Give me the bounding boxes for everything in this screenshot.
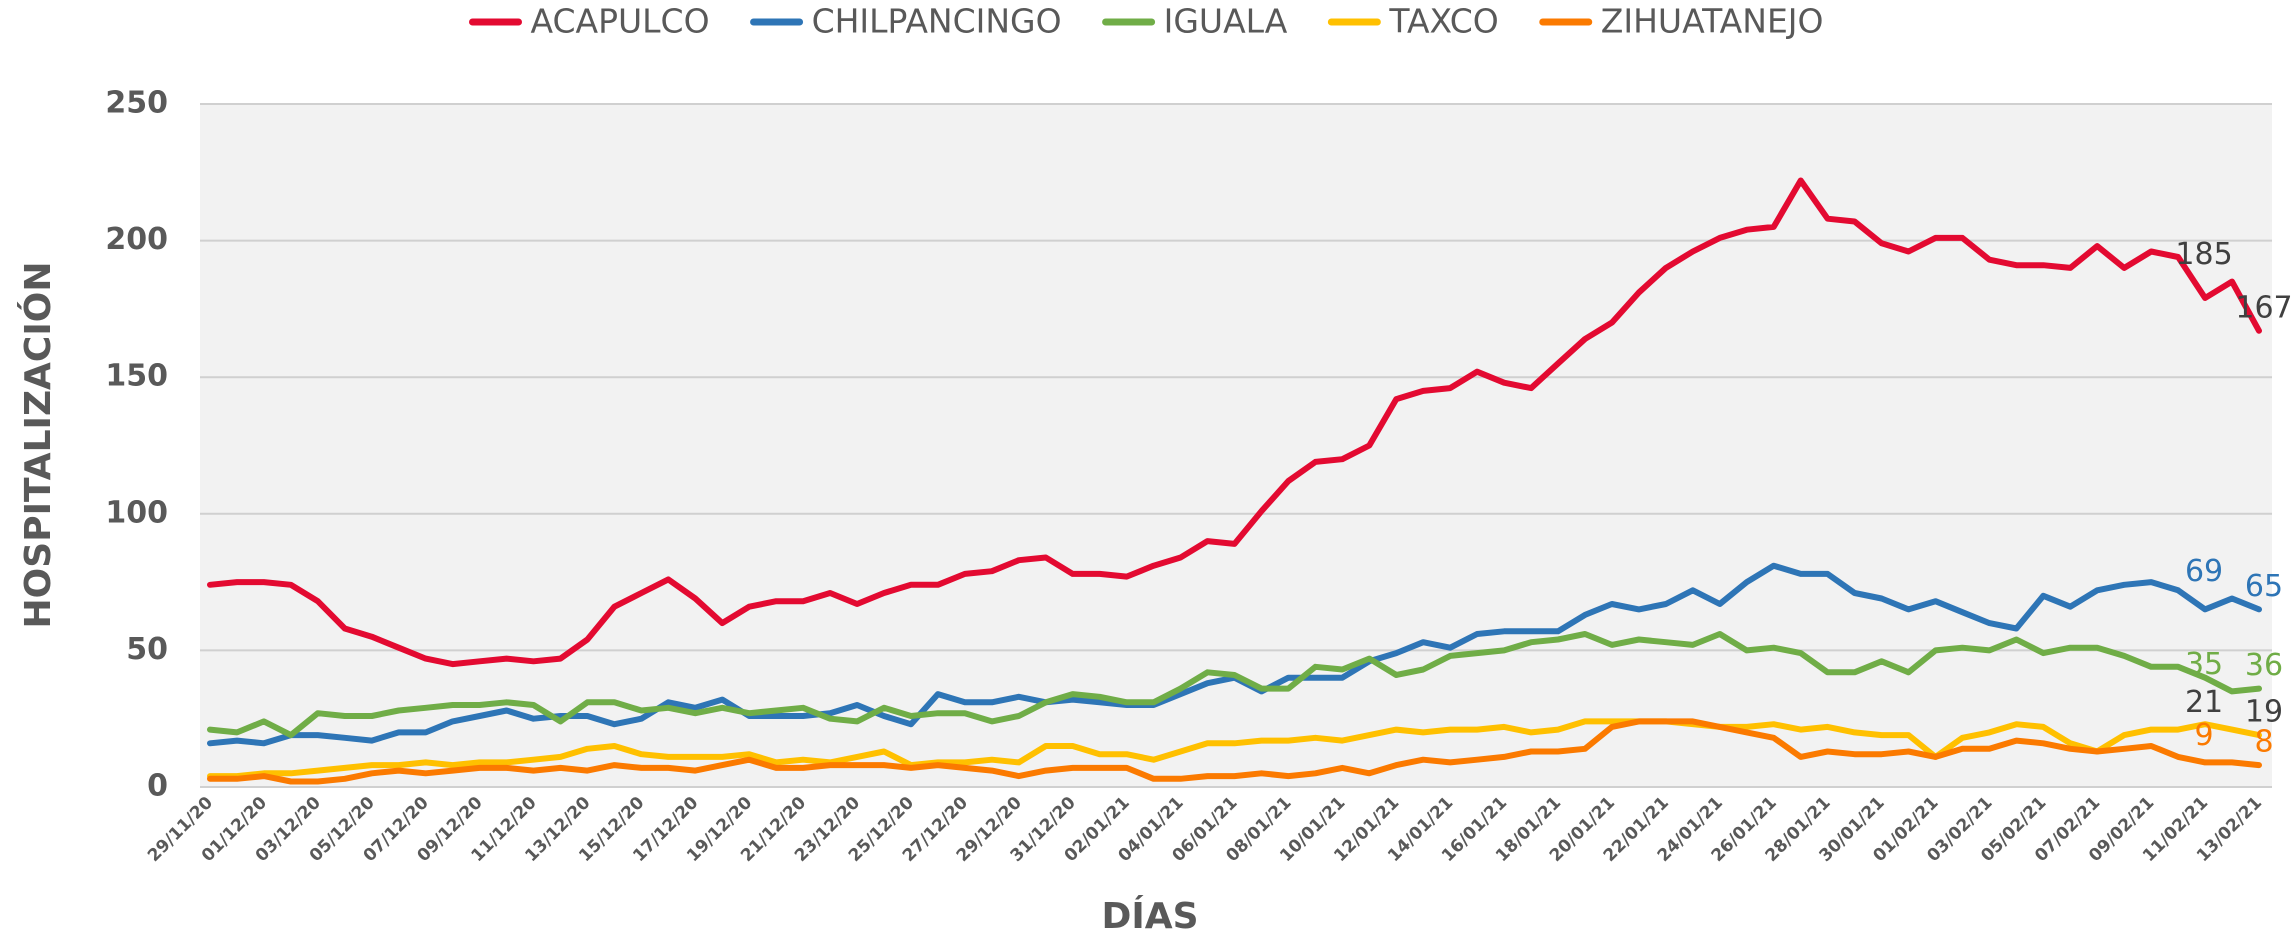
data-label: 185: [2175, 237, 2232, 272]
data-label: 35: [2185, 647, 2223, 682]
data-label: 9: [2194, 718, 2213, 753]
y-tick-label: 250: [105, 86, 168, 121]
y-tick-label: 0: [147, 769, 168, 804]
y-tick-label: 50: [126, 632, 168, 667]
legend-label: IGUALA: [1164, 2, 1288, 41]
data-label: 8: [2254, 725, 2273, 760]
plot-area: [200, 104, 2272, 787]
series-line: [207, 718, 2262, 785]
y-tick-label: 150: [105, 359, 168, 394]
series-line: [207, 631, 2262, 739]
y-tick-label: 100: [105, 495, 168, 530]
x-axis-title: DÍAS: [1101, 895, 1198, 933]
legend-label: ACAPULCO: [531, 2, 710, 41]
data-label: 69: [2185, 554, 2223, 589]
series-line: [207, 718, 2262, 780]
legend-label: TAXCO: [1388, 2, 1498, 41]
data-label: 167: [2235, 290, 2292, 325]
y-axis-title: HOSPITALIZACIÓN: [17, 262, 59, 629]
legend-label: CHILPANCINGO: [812, 2, 1062, 41]
data-label: 21: [2185, 685, 2223, 720]
series-line: [207, 177, 2262, 668]
data-label: 65: [2245, 569, 2283, 604]
y-tick-label: 200: [105, 222, 168, 257]
data-label: 19: [2245, 695, 2283, 730]
data-label: 36: [2245, 648, 2283, 683]
legend-label: ZIHUATANEJO: [1601, 2, 1824, 41]
